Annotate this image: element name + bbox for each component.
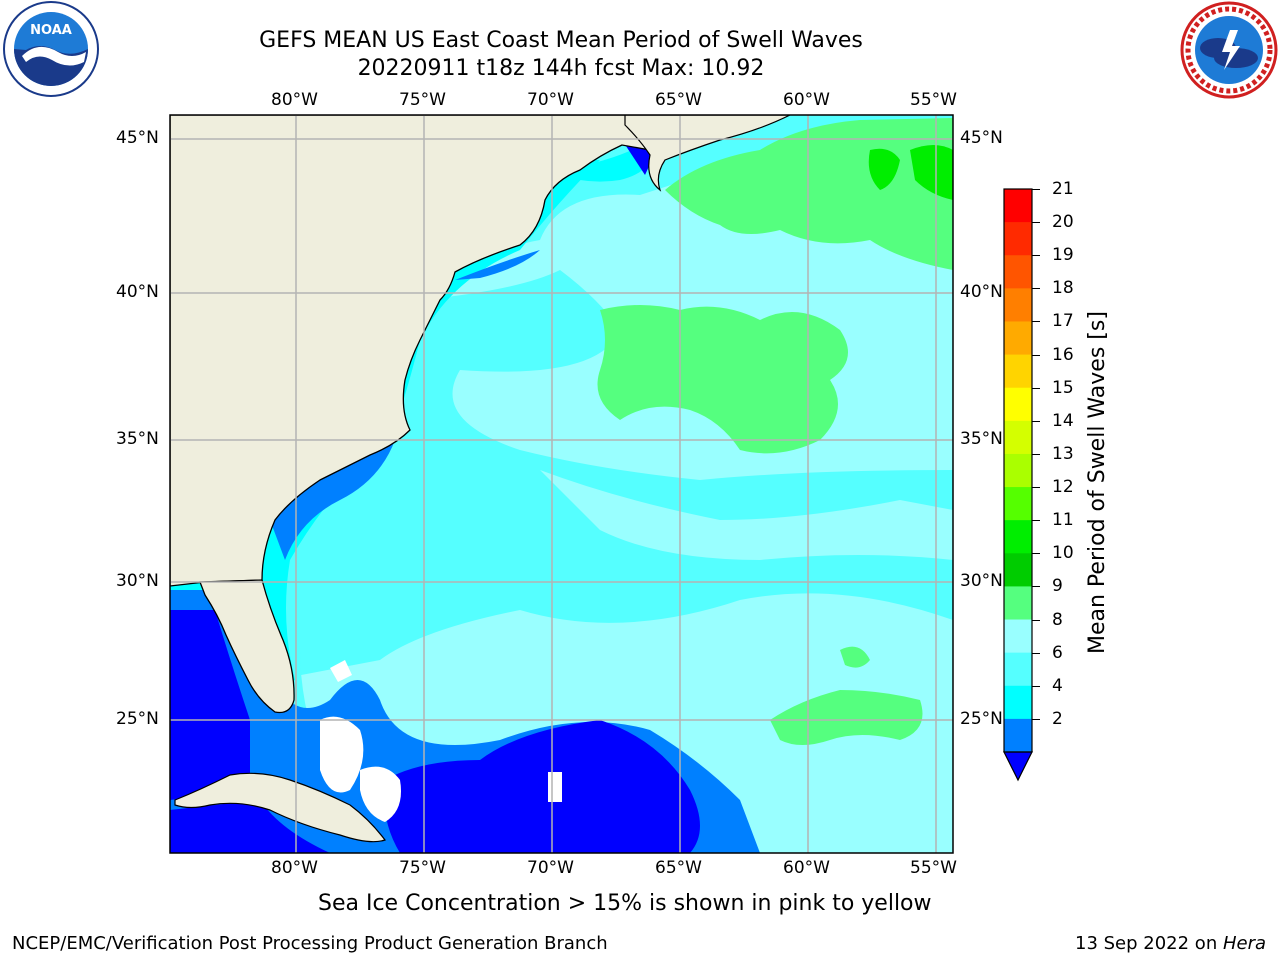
lat-label-right-35n: 35°N [960, 429, 1003, 449]
credit-text: NCEP/EMC/Verification Post Processing Pr… [12, 933, 608, 954]
lon-label-top-75w: 75°W [399, 90, 446, 110]
colorbar-tick-mark [1032, 453, 1040, 455]
colorbar-tick-label: 19 [1052, 245, 1074, 266]
ocean-band-below-2s [170, 610, 250, 800]
colorbar-tick-label: 2 [1052, 708, 1063, 729]
colorbar-cell [1004, 288, 1032, 322]
chart-title: GEFS MEAN US East Coast Mean Period of S… [259, 28, 863, 53]
no-data-patch [320, 716, 364, 793]
colorbar-cell [1004, 321, 1032, 356]
colorbar-tick-mark [1032, 487, 1040, 489]
nws-logo [1180, 1, 1278, 99]
colorbar-cell [1004, 553, 1032, 587]
colorbar-tick-mark [1032, 321, 1040, 323]
colorbar-cell [1004, 652, 1032, 687]
machine-name: Hera [1222, 933, 1266, 954]
colorbar-tick-mark [1032, 222, 1040, 224]
lon-label-bottom-65w: 65°W [655, 858, 702, 878]
lon-label-bottom-55w: 55°W [910, 858, 957, 878]
colorbar-tick-label: 16 [1052, 344, 1074, 365]
colorbar-tick-mark [1032, 619, 1040, 621]
lon-label-bottom-75w: 75°W [399, 858, 446, 878]
lon-label-top-65w: 65°W [655, 90, 702, 110]
colorbar-tick-mark [1032, 652, 1040, 654]
date-stamp: 13 Sep 2022 on Hera [1075, 933, 1266, 955]
colorbar-tick-mark [1032, 420, 1040, 422]
colorbar-tick-label: 18 [1052, 278, 1074, 299]
colorbar-tick-label: 8 [1052, 609, 1063, 630]
colorbar-tick-mark [1032, 288, 1040, 290]
lat-label-left-40n: 40°N [116, 282, 159, 302]
colorbar-cell [1004, 222, 1032, 256]
colorbar-tick-label: 17 [1052, 311, 1074, 332]
colorbar-cell [1004, 619, 1032, 654]
lat-label-left-25n: 25°N [116, 709, 159, 729]
colorbar-tick-mark [1032, 189, 1040, 190]
lat-label-left-45n: 45°N [116, 128, 159, 148]
colorbar-cell [1004, 586, 1032, 621]
colorbar-extend-arrow [1003, 751, 1033, 782]
lat-label-right-25n: 25°N [960, 709, 1003, 729]
lat-label-left-35n: 35°N [116, 429, 159, 449]
colorbar-tick-mark [1032, 387, 1040, 389]
colorbar-cell [1004, 520, 1032, 554]
lat-label-right-30n: 30°N [960, 571, 1003, 591]
colorbar-tick-mark [1032, 354, 1040, 356]
colorbar-tick-mark [1032, 255, 1040, 257]
colorbar-cell [1004, 255, 1032, 289]
colorbar-cell [1004, 487, 1032, 521]
colorbar-cell [1004, 718, 1032, 753]
canada-land [624, 115, 791, 192]
lon-label-top-70w: 70°W [527, 90, 574, 110]
colorbar-tick-mark [1032, 586, 1040, 588]
colorbar-tick-label: 12 [1052, 477, 1074, 498]
cuba-land [174, 772, 386, 843]
lon-label-bottom-80w: 80°W [271, 858, 318, 878]
lon-label-bottom-60w: 60°W [783, 858, 830, 878]
colorbar-label: Mean Period of Swell Waves [s] [1085, 311, 1110, 654]
us-land [170, 115, 651, 587]
colorbar-tick-mark [1032, 520, 1040, 522]
florida-land [199, 579, 295, 714]
sea-ice-note: Sea Ice Concentration > 15% is shown in … [318, 891, 932, 916]
colorbar-tick-label: 21 [1052, 179, 1074, 199]
colorbar-tick-label: 6 [1052, 642, 1063, 663]
ocean-band-2-4s [270, 440, 395, 560]
colorbar-tick-label: 15 [1052, 377, 1074, 398]
colorbar-cell [1004, 354, 1032, 389]
lat-label-right-40n: 40°N [960, 282, 1003, 302]
lon-label-top-60w: 60°W [783, 90, 830, 110]
colorbar-cell [1004, 453, 1032, 488]
lat-label-right-45n: 45°N [960, 128, 1003, 148]
colorbar-tick-label: 11 [1052, 510, 1074, 531]
map-gridlines [170, 115, 953, 853]
ocean-band-10-11s [868, 148, 900, 190]
colorbar-tick-mark [1032, 685, 1040, 687]
colorbar-tick-label: 20 [1052, 212, 1074, 233]
colorbar-tick-label: 9 [1052, 576, 1063, 597]
colorbar-tick-label: 14 [1052, 410, 1074, 431]
colorbar [1003, 188, 1033, 782]
date-text: 13 Sep 2022 on [1075, 933, 1223, 954]
colorbar-cell [1004, 685, 1032, 720]
colorbar-tick-label: 4 [1052, 675, 1063, 696]
colorbar-cell [1004, 189, 1032, 223]
noaa-logo-text: NOAA [30, 23, 72, 38]
colorbar-tick-mark [1032, 553, 1040, 555]
lon-label-top-80w: 80°W [271, 90, 318, 110]
colorbar-cell [1004, 420, 1032, 455]
colorbar-cell [1004, 387, 1032, 422]
noaa-logo: NOAA [3, 1, 99, 97]
colorbar-tick-label: 10 [1052, 543, 1074, 564]
lon-label-top-55w: 55°W [910, 90, 957, 110]
map-frame [169, 114, 954, 854]
lon-label-bottom-70w: 70°W [527, 858, 574, 878]
chart-subtitle: 20220911 t18z 144h fcst Max: 10.92 [357, 56, 765, 81]
colorbar-tick-label: 13 [1052, 443, 1074, 464]
colorbar-tick-mark [1032, 718, 1040, 720]
lat-label-left-30n: 30°N [116, 571, 159, 591]
